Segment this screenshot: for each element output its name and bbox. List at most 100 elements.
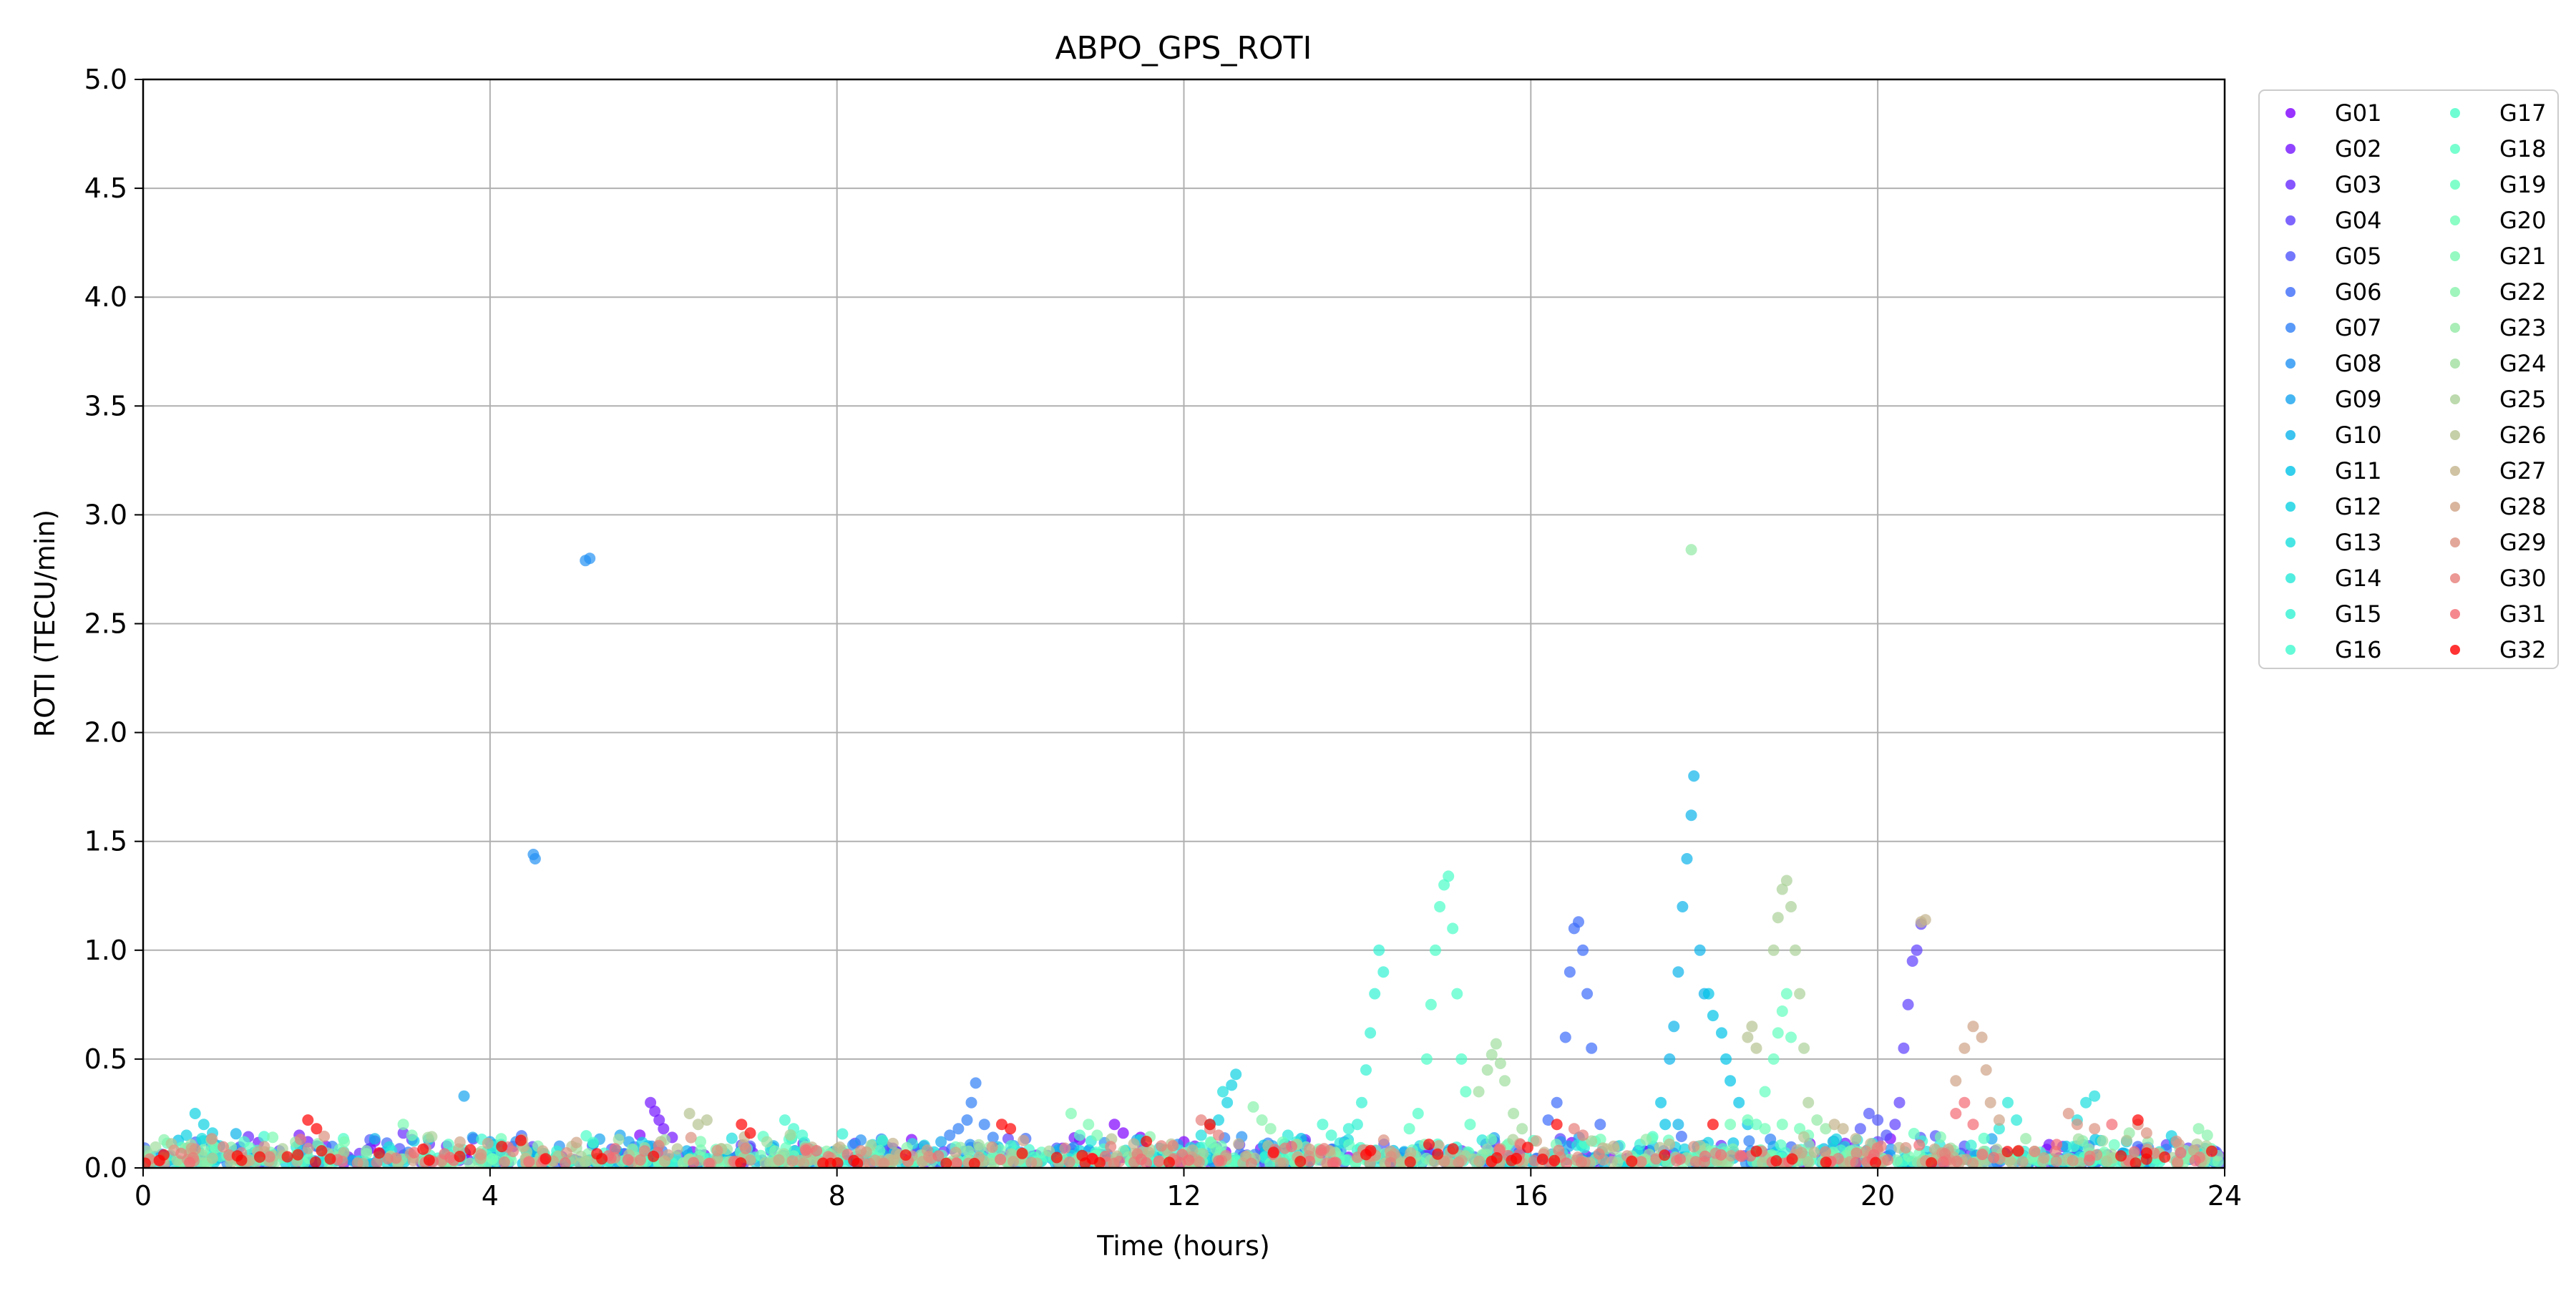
baseline-point: [230, 1128, 242, 1140]
legend-item: G28: [2450, 493, 2547, 520]
baseline-point: [1586, 1135, 1598, 1147]
baseline-point: [973, 1139, 985, 1151]
baseline-point: [1664, 1138, 1676, 1150]
legend-label: G19: [2499, 171, 2547, 198]
baseline-point: [591, 1148, 603, 1160]
data-point: [1325, 1129, 1337, 1141]
baseline-point: [1770, 1155, 1782, 1167]
legend-item: G22: [2450, 278, 2547, 306]
baseline-point: [426, 1131, 438, 1143]
baseline-point: [1608, 1140, 1619, 1152]
data-point: [1767, 1053, 1780, 1065]
data-point: [2080, 1096, 2092, 1109]
data-point: [1685, 544, 1697, 556]
x-tick-label: 4: [482, 1180, 499, 1212]
x-tick-label: 0: [135, 1180, 152, 1212]
legend-label: G15: [2335, 600, 2382, 628]
data-point: [467, 1131, 479, 1144]
baseline-point: [1531, 1135, 1543, 1147]
data-point: [1438, 879, 1450, 891]
baseline-point: [2038, 1152, 2050, 1164]
legend-item: G23: [2450, 314, 2547, 341]
legend-marker: [2450, 359, 2460, 369]
data-point: [701, 1114, 713, 1126]
data-point: [1919, 914, 1931, 926]
baseline-point: [1043, 1145, 1055, 1157]
baseline-point: [1688, 1141, 1700, 1153]
data-point: [2002, 1096, 2014, 1109]
data-point: [1659, 1119, 1672, 1131]
legend-item: G32: [2450, 636, 2547, 663]
baseline-point: [1438, 1155, 1450, 1167]
data-point: [1685, 809, 1697, 822]
legend-label: G16: [2335, 636, 2382, 663]
baseline-point: [887, 1154, 899, 1166]
legend-marker: [2285, 215, 2296, 225]
data-point: [2132, 1114, 2144, 1126]
baseline-point: [1536, 1154, 1548, 1165]
data-point: [1993, 1114, 2005, 1126]
baseline-point: [442, 1139, 454, 1151]
baseline-point: [1193, 1156, 1205, 1168]
baseline-point: [1850, 1133, 1862, 1145]
data-point: [1707, 1010, 1719, 1022]
data-point: [406, 1129, 418, 1141]
data-point: [1217, 1086, 1229, 1098]
data-point: [302, 1114, 314, 1126]
baseline-point: [800, 1144, 811, 1156]
data-point: [1863, 1108, 1875, 1119]
baseline-point: [1626, 1155, 1638, 1167]
baseline-point: [834, 1141, 846, 1153]
baseline-point: [2004, 1154, 2016, 1166]
legend-marker: [2285, 287, 2296, 297]
data-point: [1074, 1129, 1085, 1141]
legend-item: G15: [2285, 600, 2382, 628]
baseline-point: [1725, 1150, 1737, 1162]
data-point: [2071, 1119, 2083, 1131]
data-point: [1672, 1119, 1684, 1131]
data-point: [1688, 770, 1700, 782]
baseline-point: [638, 1145, 650, 1157]
legend-item: G18: [2450, 135, 2547, 162]
baseline-point: [496, 1141, 508, 1153]
legend-item: G31: [2450, 600, 2547, 628]
baseline-point: [258, 1131, 270, 1143]
baseline-point: [482, 1137, 494, 1149]
data-point: [1264, 1123, 1277, 1135]
data-point: [1365, 1027, 1377, 1039]
baseline-point: [1423, 1139, 1435, 1151]
baseline-point: [390, 1152, 402, 1164]
baseline-point: [1093, 1156, 1106, 1168]
data-point: [653, 1114, 665, 1126]
legend-label: G17: [2499, 99, 2547, 127]
baseline-point: [1675, 1131, 1687, 1142]
axis-ticks: 0 4 8 12 16 20 24 0.0 0.5 1.0 1.5 2.0 2.5 3.0 3.5 4.0 4.…: [84, 64, 2243, 1212]
data-point: [1108, 1119, 1121, 1131]
baseline-point: [1327, 1157, 1339, 1168]
baseline-point: [740, 1142, 751, 1154]
baseline-point: [570, 1136, 582, 1149]
baseline-point: [310, 1156, 321, 1168]
legend-marker: [2285, 251, 2296, 261]
legend-item: G11: [2285, 457, 2382, 484]
legend-label: G11: [2335, 457, 2382, 484]
baseline-point: [258, 1141, 270, 1153]
legend-label: G07: [2335, 314, 2382, 341]
baseline-point: [1213, 1155, 1225, 1167]
legend-marker: [2285, 466, 2296, 476]
baseline-point: [1743, 1135, 1755, 1147]
data-point: [1559, 1031, 1571, 1043]
baseline-point: [1453, 1156, 1465, 1168]
data-point: [1958, 1042, 1971, 1054]
legend-item: G26: [2450, 422, 2547, 449]
legend-item: G30: [2450, 565, 2547, 592]
legend-marker: [2450, 251, 2460, 261]
legend-item: G01: [2285, 99, 2382, 127]
data-point: [1221, 1096, 1234, 1109]
legend-item: G08: [2285, 350, 2382, 377]
baseline-point: [1167, 1140, 1179, 1152]
baseline-point: [1294, 1156, 1307, 1167]
data-point: [645, 1096, 657, 1109]
baseline-point: [316, 1145, 328, 1157]
